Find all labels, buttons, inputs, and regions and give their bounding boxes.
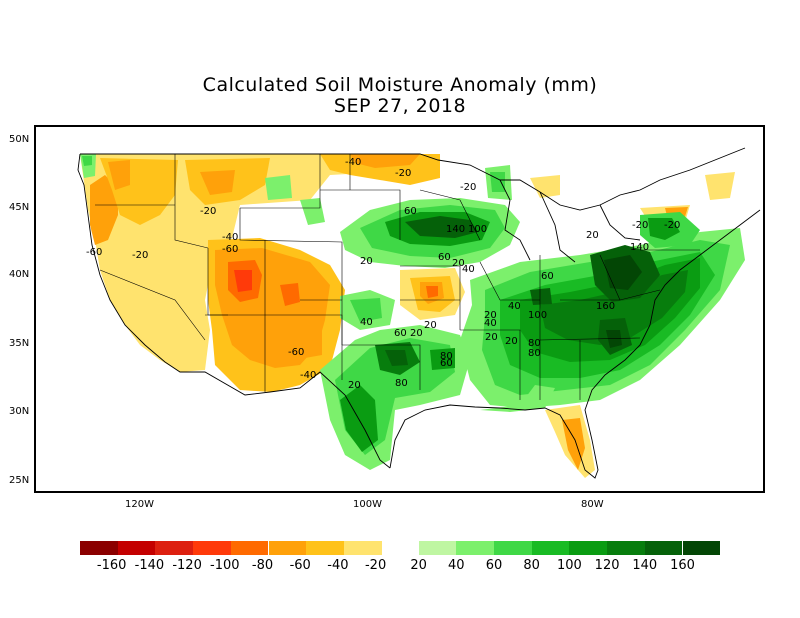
lon-label-80w: 80W [581, 499, 604, 510]
contour-label: 20 [586, 230, 599, 241]
legend-label: -40 [327, 558, 349, 573]
contour-label: 60 [440, 358, 453, 369]
wet-anomaly-regions [80, 154, 745, 470]
contour-labels: -40 -20 -20 -20 -40 -60 -60 -20 -60 -40 … [86, 157, 680, 391]
legend-label: -20 [364, 558, 387, 573]
legend-label: -60 [289, 558, 311, 573]
legend-label: -160 [96, 558, 127, 573]
lon-label-100w: 100W [353, 499, 382, 510]
contour-label: 60 [404, 206, 417, 217]
contour-label: -60 [86, 247, 102, 258]
contour-label: 20 [452, 258, 465, 269]
color-legend-labels: -160 -140 -120 -100 -80 -60 -40 -20 20 40 60 80 100 1… [0, 558, 800, 576]
contour-label: 80 [395, 378, 408, 389]
contour-label: 20 [348, 380, 361, 391]
contour-label: -20 [132, 250, 148, 261]
legend-label: 60 [485, 558, 503, 573]
legend-label: 20 [410, 558, 427, 573]
map-canvas: -40 -20 -20 -20 -40 -60 -60 -20 -60 -40 … [77, 147, 761, 479]
legend-label: -80 [251, 558, 274, 573]
legend-label: -120 [172, 558, 202, 573]
contour-label: 160 [596, 301, 615, 312]
contour-label: 60 [394, 328, 407, 339]
legend-swatch-dry [343, 541, 382, 555]
legend-swatch-wet [531, 541, 570, 555]
legend-swatch-wet [456, 541, 494, 555]
legend-swatch-wet [494, 541, 532, 555]
lat-label-25n: 25N [9, 475, 30, 486]
contour-label: 100 [528, 310, 547, 321]
legend-swatch-dry [268, 541, 307, 555]
contour-label: 40 [462, 264, 475, 275]
contour-label: 80 [528, 338, 541, 349]
contour-label: -20 [200, 206, 216, 217]
contour-label: 60 [438, 252, 451, 263]
legend-label: 120 [594, 558, 620, 573]
legend-swatch-wet [418, 541, 457, 555]
contour-label: 80 [440, 351, 453, 362]
state-boundaries [95, 154, 700, 400]
map-title: Calculated Soil Moisture Anomaly (mm) [202, 74, 598, 96]
contour-label: 140 [630, 242, 649, 253]
contour-label: 40 [508, 301, 521, 312]
contour-label: 20 [410, 328, 423, 339]
contour-label: -20 [460, 182, 476, 193]
soil-moisture-map: -40 -20 -20 -20 -40 -60 -60 -20 -60 -40 … [34, 125, 765, 493]
contour-label: -20 [664, 220, 680, 231]
contour-label: 80 [528, 348, 541, 359]
contour-label: 40 [484, 318, 497, 329]
legend-swatch-dry [117, 541, 156, 555]
legend-label: -100 [210, 558, 240, 573]
legend-label: -140 [134, 558, 165, 573]
contour-label: -20 [395, 168, 411, 179]
lat-label-40n: 40N [9, 269, 30, 280]
contour-label: -40 [222, 232, 238, 243]
legend-swatch-dry [306, 541, 344, 555]
legend-swatch-wet [607, 541, 645, 555]
legend-swatch-wet [644, 541, 683, 555]
contour-label: -20 [632, 220, 648, 231]
contour-label: 40 [360, 317, 373, 328]
lat-label-50n: 50N [9, 134, 30, 145]
coastline-outline [77, 147, 761, 479]
lon-label-120w: 120W [125, 499, 154, 510]
lat-label-30n: 30N [9, 406, 30, 417]
legend-label: 140 [632, 558, 658, 573]
contour-label: 20 [360, 256, 373, 267]
contour-label: 20 [484, 310, 497, 321]
legend-label: 80 [523, 558, 540, 573]
map-date: SEP 27, 2018 [333, 95, 467, 117]
contour-label: 20 [485, 332, 498, 343]
contour-label: -60 [222, 244, 238, 255]
contour-label: -40 [345, 157, 361, 168]
legend-label: 100 [556, 558, 582, 573]
legend-label: 160 [670, 558, 695, 573]
contour-label: 20 [424, 320, 437, 331]
legend-swatch-wet [682, 541, 721, 555]
contour-label: 60 [541, 271, 554, 282]
contour-label: -60 [288, 347, 304, 358]
lat-label-35n: 35N [9, 338, 30, 349]
legend-swatch-wet [569, 541, 608, 555]
contour-label: 100 [468, 224, 487, 235]
lat-label-45n: 45N [9, 202, 30, 213]
legend-swatch-dry [155, 541, 194, 555]
legend-label: 40 [448, 558, 465, 573]
contour-label: 140 [446, 224, 465, 235]
contour-label: 20 [505, 336, 518, 347]
legend-swatch-dry [230, 541, 269, 555]
legend-swatch-dry [193, 541, 231, 555]
color-legend [80, 541, 721, 555]
legend-swatch-dry [80, 541, 118, 555]
contour-label: -40 [300, 370, 316, 381]
